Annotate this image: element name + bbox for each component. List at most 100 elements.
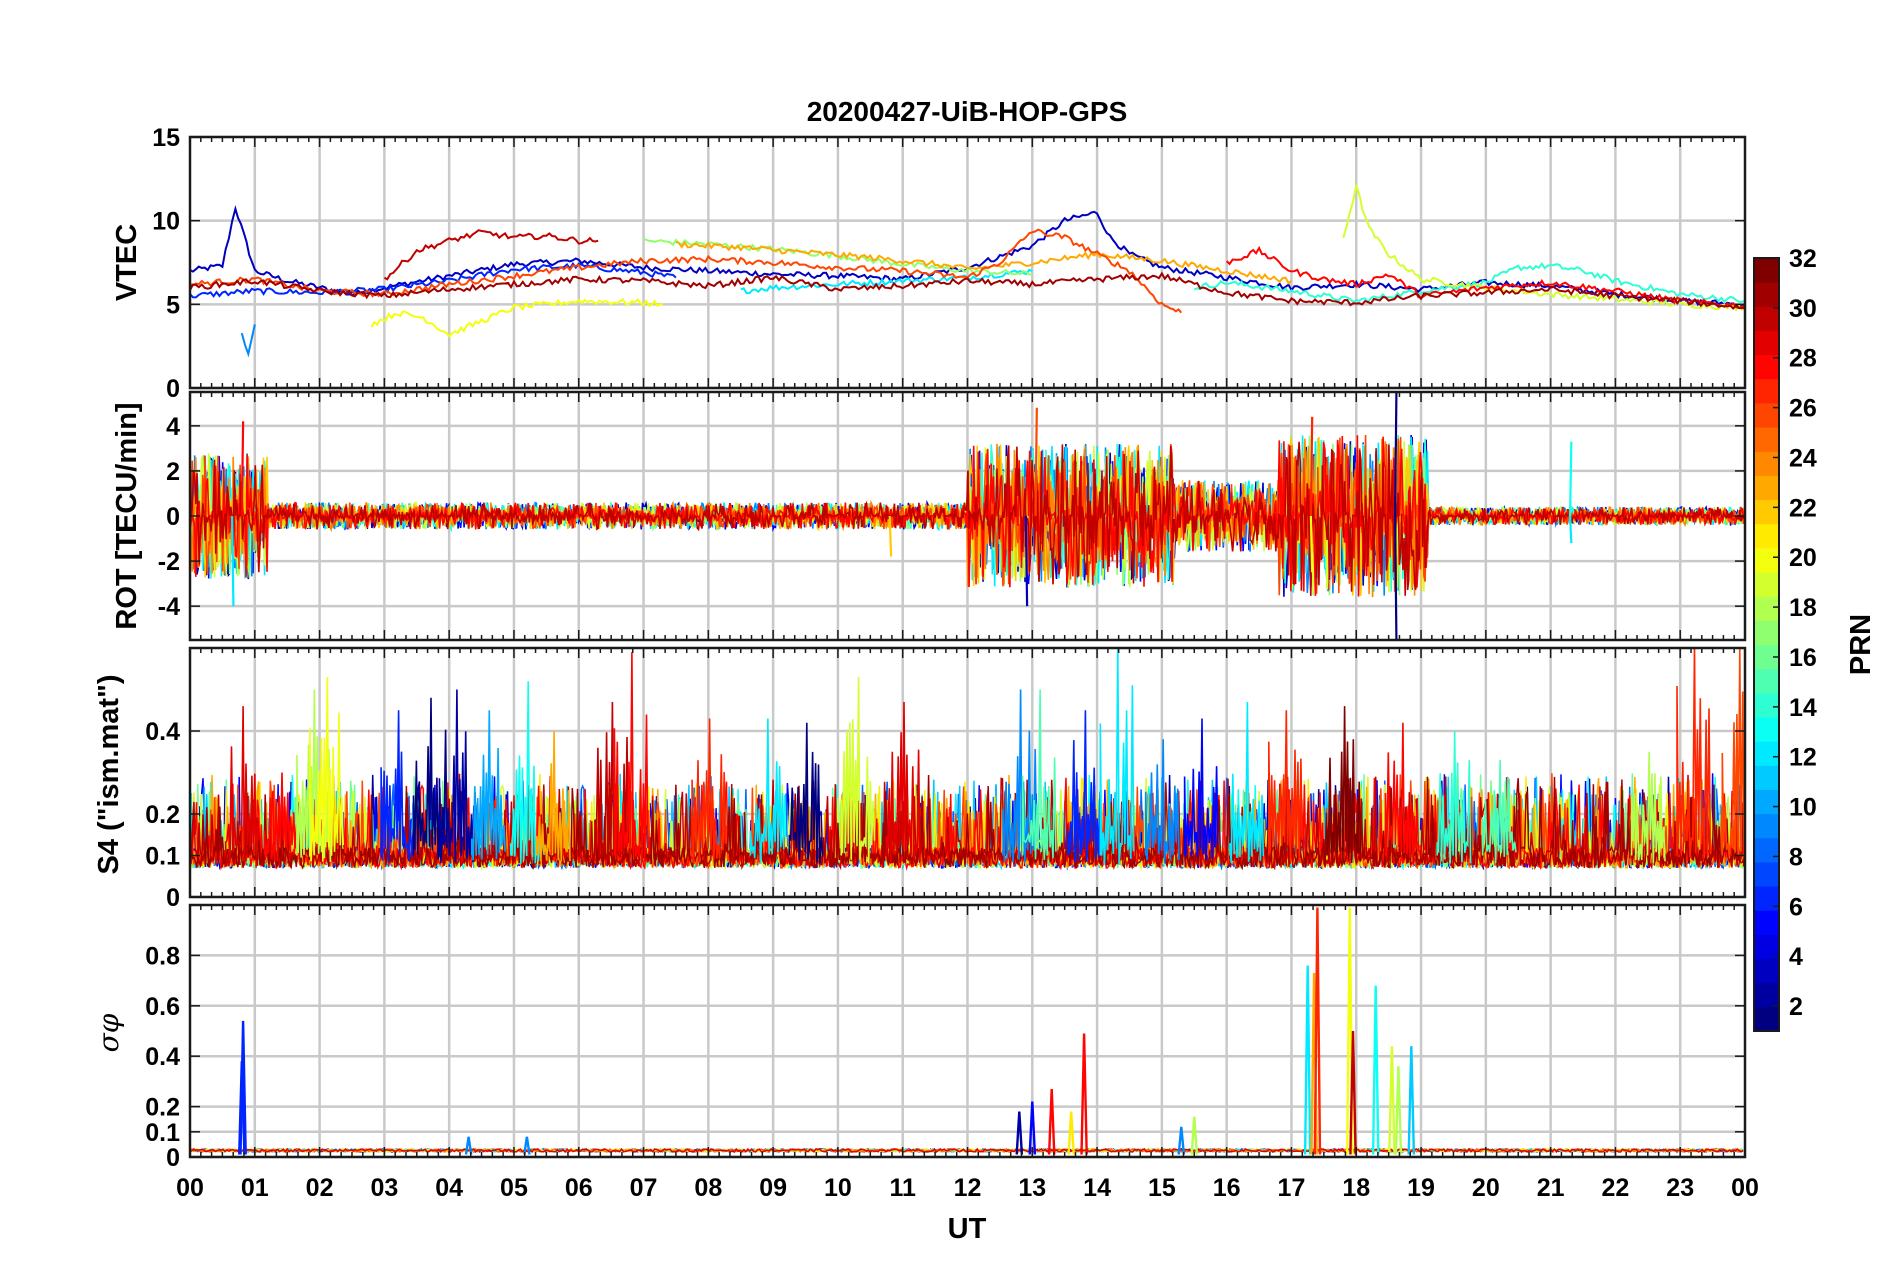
y-tick-label: 0.2: [145, 1094, 180, 1122]
colorbar-tick-label: 22: [1789, 494, 1817, 522]
sigma-spike-prn-6: [239, 1020, 247, 1155]
x-tick-label: 23: [1666, 1174, 1694, 1202]
colorbar-swatch: [1754, 716, 1779, 742]
colorbar-tick-label: 4: [1789, 943, 1803, 971]
rot-spike: [1394, 515, 1398, 640]
y-tick-label: 0.1: [145, 1119, 180, 1147]
s4-peak: [1144, 739, 1180, 864]
sigma-spike-prn-18: [1394, 1066, 1403, 1155]
y-tick-label: 15: [152, 124, 180, 152]
x-tick-label: 00: [176, 1174, 204, 1202]
panel-vtec: 0 5 10 15 VTEC: [111, 124, 1747, 403]
rot-spike: [1568, 515, 1573, 544]
x-tick-label: 07: [630, 1174, 658, 1202]
s4-peak: [885, 701, 921, 864]
colorbar-swatch: [1754, 330, 1779, 356]
sigma-spike-prn-19: [1388, 1046, 1396, 1155]
y-axis-label-sigma: σφ: [92, 1013, 125, 1052]
s4-peak: [1481, 759, 1517, 864]
s4-peak: [691, 718, 727, 863]
y-tick-label: -2: [158, 548, 180, 576]
vtec-series-prn-30: [383, 229, 599, 281]
vtec-series-prn-31: [190, 271, 1745, 310]
x-axis: 00 01 02 03 04 05 06 07 08 09 10 11 12 13 14 15 16 17 18 19…: [176, 1174, 1759, 1202]
colorbar-swatch: [1754, 934, 1779, 960]
colorbar-tick-label: 12: [1789, 744, 1817, 772]
y-axis-label-vtec: VTEC: [111, 224, 143, 301]
y-tick-label: 0: [166, 1144, 180, 1172]
s4-peak: [438, 689, 474, 864]
s4-peak: [1326, 706, 1362, 864]
sigma-spike-prn-9: [1177, 1126, 1186, 1155]
x-tick-label: 09: [759, 1174, 787, 1202]
colorbar-tick-label: 24: [1789, 444, 1817, 472]
panel-sigma: 00.10.2 0.4 0.6 0.8 σφ: [92, 903, 1747, 1172]
s4-peak: [613, 652, 649, 863]
colorbar-swatch: [1754, 668, 1779, 694]
rot-spike: [1394, 392, 1398, 517]
rot-series-prn-30: [190, 441, 1745, 596]
colorbar-swatch: [1754, 692, 1779, 718]
s4-peak: [1002, 689, 1038, 863]
colorbar-swatch: [1754, 765, 1779, 790]
y-tick-label: 0.1: [145, 843, 180, 871]
s4-peak: [1021, 689, 1057, 860]
sigma-spike-prn-18: [1190, 1116, 1199, 1155]
x-tick-label: 04: [435, 1174, 463, 1202]
sigma-spike-prn-30: [1349, 1030, 1357, 1155]
colorbar-swatch: [1754, 258, 1779, 283]
plot-area-s4: [190, 648, 1745, 871]
colorbar-swatch: [1754, 620, 1779, 645]
colorbar-tick-label: 2: [1789, 993, 1803, 1021]
colorbar-swatch: [1754, 306, 1779, 331]
x-axis-label: UT: [948, 1213, 987, 1245]
y-tick-label: -4: [158, 593, 180, 621]
rot-spike: [1309, 515, 1314, 573]
x-tick-label: 20: [1472, 1174, 1500, 1202]
y-tick-label: 0.4: [145, 1043, 180, 1071]
y-tick-label: 0.2: [145, 801, 180, 829]
colorbar-swatch: [1754, 741, 1779, 766]
rot-spike: [888, 515, 893, 557]
x-tick-label: 21: [1537, 1174, 1565, 1202]
s4-peak: [1436, 730, 1472, 864]
colorbar-tick-label: 16: [1789, 644, 1817, 672]
y-tick-label: 4: [166, 413, 180, 441]
s4-peak: [749, 718, 785, 864]
x-tick-label: 02: [306, 1174, 334, 1202]
colorbar-tick-label: 28: [1789, 345, 1817, 373]
rot-spike: [240, 421, 245, 517]
sigma-spike-prn-2: [1015, 1111, 1024, 1155]
colorbar-swatch: [1754, 1006, 1779, 1032]
colorbar-swatch: [1754, 451, 1779, 476]
x-tick-label: 01: [241, 1174, 269, 1202]
x-tick-label: 05: [500, 1174, 528, 1202]
x-tick-label: 14: [1083, 1174, 1111, 1202]
s4-peak: [1183, 718, 1219, 861]
sigma-spike-prn-9: [464, 1136, 473, 1155]
colorbar-swatch: [1754, 282, 1779, 307]
s4-peak: [380, 710, 416, 863]
colorbar-swatch: [1754, 958, 1779, 984]
colorbar-swatch: [1754, 861, 1779, 887]
s4-peak: [1630, 751, 1666, 864]
x-tick-label: 13: [1018, 1174, 1046, 1202]
sigma-spike-prn-11: [1407, 1046, 1416, 1155]
y-tick-label: 5: [166, 291, 180, 319]
rot-series-prn-24: [190, 438, 1745, 598]
colorbar-tick-label: 18: [1789, 594, 1817, 622]
colorbar-swatch: [1754, 813, 1779, 839]
vtec-series-prn-14: [1193, 261, 1745, 304]
s4-peak: [263, 772, 299, 862]
y-tick-label: 10: [152, 208, 180, 236]
colorbar-swatch: [1754, 789, 1779, 815]
colorbar-swatch: [1754, 982, 1779, 1008]
panel-s4: 0 0.1 0.2 0.4 S4 ("ism.mat"): [93, 646, 1747, 912]
panel-rot: -4 -2 0 2 4 ROT [TECU/min]: [111, 390, 1747, 642]
colorbar-swatch: [1754, 910, 1779, 935]
colorbar-tick-label: 30: [1789, 295, 1817, 323]
y-tick-label: 0.4: [145, 718, 180, 746]
